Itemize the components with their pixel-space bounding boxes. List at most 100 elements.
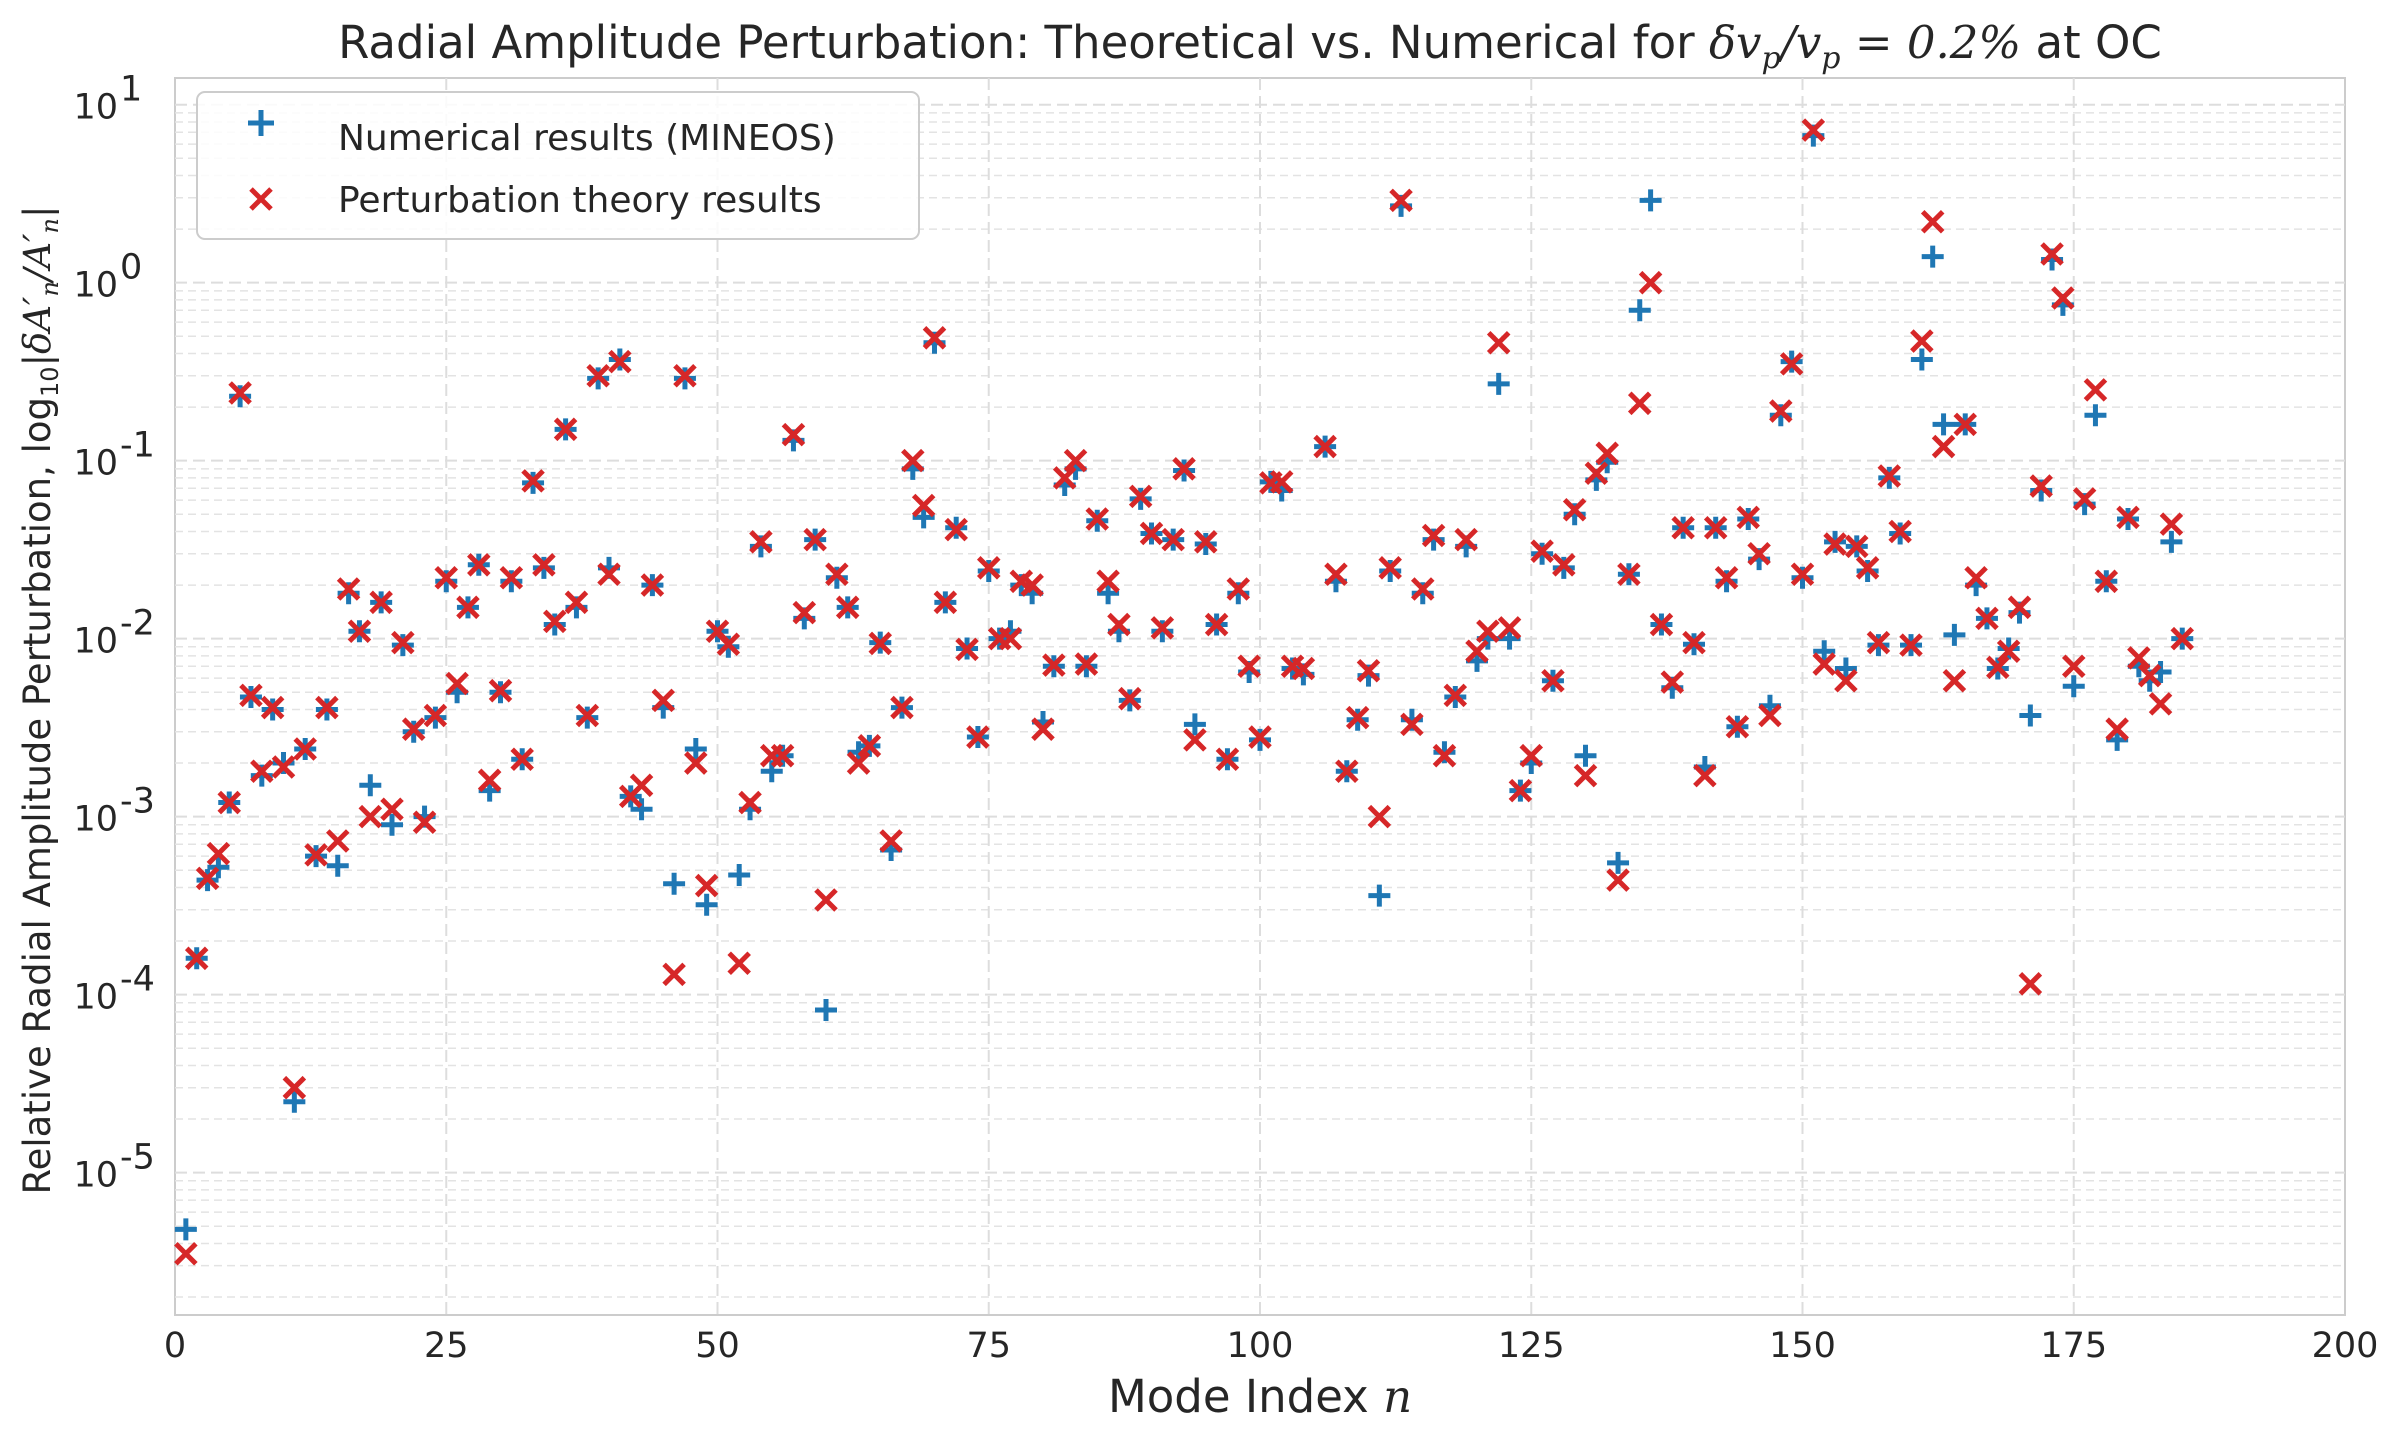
theory-point: [1693, 763, 1717, 788]
theory-point: [1801, 118, 1826, 142]
y-tick-label: 10: [73, 88, 118, 128]
theory-point: [1541, 668, 1565, 693]
theory-point: [1931, 434, 1956, 459]
theory-point: [684, 751, 708, 775]
theory-point: [857, 734, 882, 758]
theory-point: [694, 873, 719, 898]
theory-point: [846, 751, 871, 775]
theory-point: [2105, 717, 2129, 741]
theory-point: [1476, 619, 1500, 644]
theory-point: [1096, 569, 1120, 594]
theory-point: [564, 590, 589, 615]
theory-point: [1172, 457, 1196, 481]
theory-point: [2148, 692, 2173, 716]
theory-point: [955, 637, 979, 662]
theory-point: [304, 843, 328, 867]
theory-point: [184, 946, 209, 971]
theory-point: [1866, 630, 1891, 655]
theory-point: [1627, 391, 1652, 416]
numerical-point: [1574, 744, 1597, 767]
theory-point: [814, 888, 838, 912]
theory-point: [2072, 487, 2097, 511]
numerical-point: [663, 872, 686, 895]
y-tick-exponent: 0: [120, 248, 142, 288]
numerical-point: [2084, 404, 2107, 427]
numerical-point: [1628, 299, 1651, 322]
theory-point: [1888, 519, 1912, 544]
numerical-point: [500, 570, 523, 593]
theory-point: [825, 562, 849, 587]
theory-point: [347, 619, 372, 644]
theory-point: [217, 790, 242, 815]
theory-point: [1063, 448, 1088, 473]
numerical-point: [815, 998, 837, 1021]
theory-point: [2170, 626, 2195, 651]
theory-point: [434, 565, 459, 590]
theory-point: [412, 810, 437, 835]
theory-point: [521, 469, 545, 493]
theory-point: [727, 951, 751, 976]
theory-point: [315, 695, 339, 720]
numerical-point: [1639, 189, 1662, 212]
numerical-point: [1368, 884, 1391, 907]
theory-point: [1020, 573, 1044, 597]
numerical-point: [695, 893, 718, 916]
theory-point: [423, 703, 448, 728]
theory-point: [1606, 868, 1630, 892]
theory-point: [597, 562, 621, 587]
theory-point: [1910, 329, 1934, 353]
y-tick-exponent: -3: [120, 782, 155, 822]
theory-point: [1942, 668, 1967, 693]
numerical-point: [1715, 570, 1738, 593]
theory-point: [1899, 633, 1923, 657]
plot-area: [174, 77, 2346, 1316]
theory-point: [1139, 521, 1164, 546]
theory-point: [1031, 717, 1055, 741]
theory-point: [1617, 562, 1641, 587]
theory-point: [770, 743, 795, 768]
legend: Numerical results (MINEOS) Perturbation …: [196, 91, 920, 240]
x-axis-ticks: 0 25 50 75 100 125 150 175 200: [164, 1326, 2379, 1366]
theory-point: [1118, 686, 1142, 711]
theory-point: [1530, 539, 1554, 563]
numerical-point: [1921, 245, 1944, 268]
theory-point: [1161, 527, 1185, 552]
theory-point: [1638, 270, 1663, 295]
theory-point: [1834, 668, 1858, 693]
theory-point: [1215, 747, 1240, 772]
legend-label-theory: Perturbation theory results: [338, 180, 822, 221]
numerical-point: [1932, 413, 1955, 436]
theory-point: [206, 841, 231, 866]
x-axis-label: Mode Index n: [1108, 1370, 1412, 1423]
theory-point: [1703, 515, 1728, 540]
theory-point: [1855, 556, 1880, 580]
theory-point: [1042, 653, 1066, 677]
y-tick-exponent: -4: [120, 960, 155, 1000]
series-theory-markers: [174, 118, 2195, 1266]
theory-point: [1454, 527, 1478, 552]
y-tick-exponent: -5: [120, 1138, 155, 1178]
numerical-point: [1834, 657, 1857, 680]
theory-point: [901, 448, 925, 473]
theory-point: [401, 717, 426, 741]
numerical-point: [2062, 675, 2085, 698]
theory-point: [868, 631, 893, 656]
legend-label-numerical: Numerical results (MINEOS): [338, 118, 836, 159]
theory-point: [608, 349, 632, 374]
numerical-point: [283, 1090, 306, 1113]
theory-point: [2040, 242, 2064, 266]
theory-point: [1519, 743, 1544, 768]
theory-point: [325, 829, 350, 853]
theory-point: [738, 790, 762, 815]
theory-point: [1823, 532, 1847, 556]
theory-point: [976, 556, 1001, 580]
legend-frame: [196, 91, 920, 240]
theory-point: [933, 590, 958, 615]
theory-point: [2159, 512, 2184, 536]
theory-point: [1443, 683, 1468, 708]
theory-point: [1953, 412, 1978, 437]
x-tick-label: 50: [695, 1326, 740, 1366]
theory-point: [890, 695, 914, 720]
theory-point: [1052, 466, 1077, 490]
theory-point: [1747, 541, 1771, 566]
